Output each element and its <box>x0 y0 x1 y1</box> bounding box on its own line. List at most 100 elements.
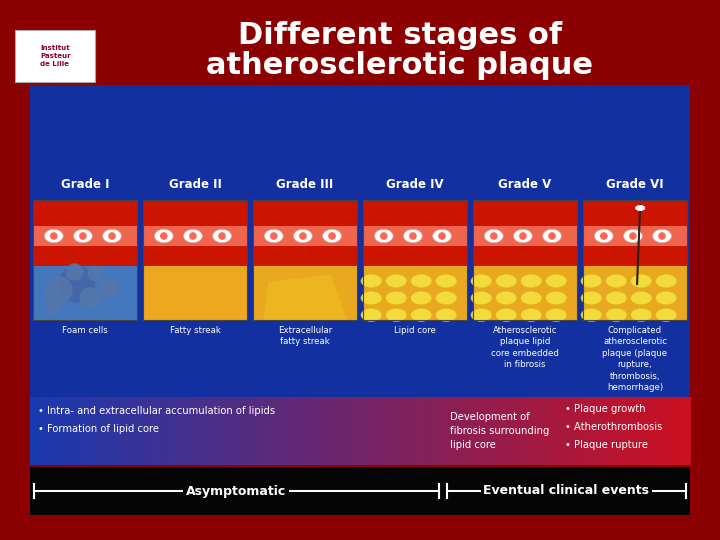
Bar <box>135 397 140 465</box>
Bar <box>683 397 688 465</box>
Bar <box>166 397 170 465</box>
Ellipse shape <box>624 230 642 242</box>
Bar <box>505 397 510 465</box>
Ellipse shape <box>403 230 422 242</box>
Ellipse shape <box>264 230 283 242</box>
Bar <box>583 200 687 266</box>
Bar <box>245 397 249 465</box>
Bar <box>70 397 74 465</box>
Bar <box>281 397 285 465</box>
Bar <box>271 397 275 465</box>
Bar <box>370 397 374 465</box>
Bar <box>228 397 233 465</box>
Ellipse shape <box>635 205 645 211</box>
Bar <box>50 397 54 465</box>
Bar <box>83 397 87 465</box>
Bar <box>143 200 247 320</box>
Bar <box>33 266 137 320</box>
Bar <box>251 397 256 465</box>
Bar <box>172 397 176 465</box>
Bar <box>548 397 552 465</box>
Bar <box>235 397 239 465</box>
Bar <box>598 397 602 465</box>
Bar <box>396 397 400 465</box>
Bar <box>277 397 282 465</box>
Bar <box>231 397 235 465</box>
Bar <box>637 397 642 465</box>
Bar <box>583 226 687 246</box>
Bar <box>687 397 691 465</box>
Bar <box>545 397 549 465</box>
Bar <box>571 397 575 465</box>
Bar <box>489 397 493 465</box>
Bar <box>253 266 357 320</box>
Ellipse shape <box>513 230 532 242</box>
Ellipse shape <box>631 292 652 305</box>
Bar <box>380 397 384 465</box>
Circle shape <box>66 264 83 280</box>
Text: Institut
Pasteur
de Lille: Institut Pasteur de Lille <box>40 45 71 67</box>
Bar <box>650 397 654 465</box>
Ellipse shape <box>631 274 652 287</box>
Ellipse shape <box>581 292 602 305</box>
Bar <box>485 397 490 465</box>
Text: atherosclerotic plaque: atherosclerotic plaque <box>207 51 593 80</box>
Bar <box>462 397 467 465</box>
Bar <box>426 397 431 465</box>
Ellipse shape <box>411 292 432 305</box>
Bar <box>528 397 533 465</box>
Bar <box>406 397 410 465</box>
Ellipse shape <box>546 292 567 305</box>
Ellipse shape <box>212 230 231 242</box>
Ellipse shape <box>386 274 407 287</box>
Bar <box>564 397 569 465</box>
Ellipse shape <box>631 308 652 321</box>
Ellipse shape <box>485 230 503 242</box>
Text: • Atherothrombosis: • Atherothrombosis <box>565 422 662 432</box>
Ellipse shape <box>496 274 517 287</box>
Bar <box>198 397 202 465</box>
Bar <box>479 397 483 465</box>
Bar <box>297 397 302 465</box>
Circle shape <box>491 233 497 239</box>
Bar <box>473 200 577 320</box>
Bar <box>594 397 598 465</box>
Bar <box>621 397 625 465</box>
Bar <box>443 397 447 465</box>
Bar <box>79 397 84 465</box>
Bar <box>63 397 67 465</box>
Bar <box>317 397 321 465</box>
Bar <box>575 397 579 465</box>
Bar <box>96 397 100 465</box>
Ellipse shape <box>154 230 174 242</box>
Polygon shape <box>264 274 346 320</box>
Bar <box>152 397 156 465</box>
Ellipse shape <box>411 308 432 321</box>
Circle shape <box>99 279 117 297</box>
Bar <box>416 397 420 465</box>
Bar <box>343 397 348 465</box>
Circle shape <box>50 233 57 239</box>
Circle shape <box>410 233 416 239</box>
Bar <box>552 397 556 465</box>
Circle shape <box>219 233 225 239</box>
Bar <box>433 397 437 465</box>
Bar <box>324 397 328 465</box>
Bar <box>212 397 216 465</box>
Bar <box>284 397 289 465</box>
Bar <box>591 397 595 465</box>
Ellipse shape <box>45 230 63 242</box>
Bar <box>667 397 671 465</box>
Ellipse shape <box>521 308 541 321</box>
Bar <box>585 397 589 465</box>
Ellipse shape <box>656 274 677 287</box>
Bar <box>423 397 427 465</box>
Bar <box>307 397 312 465</box>
Circle shape <box>659 233 665 239</box>
Bar <box>179 397 183 465</box>
Bar <box>492 397 496 465</box>
Bar <box>337 397 341 465</box>
Text: Development of
fibrosis surrounding
lipid core: Development of fibrosis surrounding lipi… <box>450 412 549 450</box>
Circle shape <box>630 233 636 239</box>
Ellipse shape <box>656 292 677 305</box>
